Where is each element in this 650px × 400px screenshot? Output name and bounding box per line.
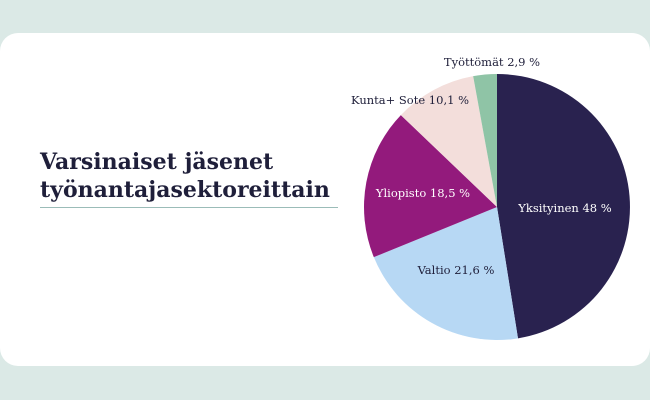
pie-slice-label-1: Valtio 21,6 % bbox=[417, 263, 495, 277]
pie-slice-label-0: Yksityinen 48 % bbox=[517, 201, 611, 215]
title-divider bbox=[40, 207, 338, 208]
pie-slice-label-3: Kunta+ Sote 10,1 % bbox=[351, 93, 469, 107]
pie-slice-1 bbox=[373, 207, 518, 340]
pie-slice-2 bbox=[364, 115, 497, 258]
pie-slice-label-2: Yliopisto 18,5 % bbox=[375, 186, 470, 200]
chart-title-line-1: Varsinaiset jäsenet bbox=[40, 149, 274, 175]
pie-slice-0 bbox=[497, 74, 630, 339]
chart-title-line-2: työnantajasektoreittain bbox=[40, 177, 330, 203]
pie-slice-label-4: Työttömät 2,9 % bbox=[444, 55, 540, 69]
pie-slice-3 bbox=[400, 76, 497, 208]
chart-title: Varsinaiset jäsenet työnantajasektoreitt… bbox=[40, 148, 340, 204]
pie-slice-4 bbox=[473, 73, 497, 207]
